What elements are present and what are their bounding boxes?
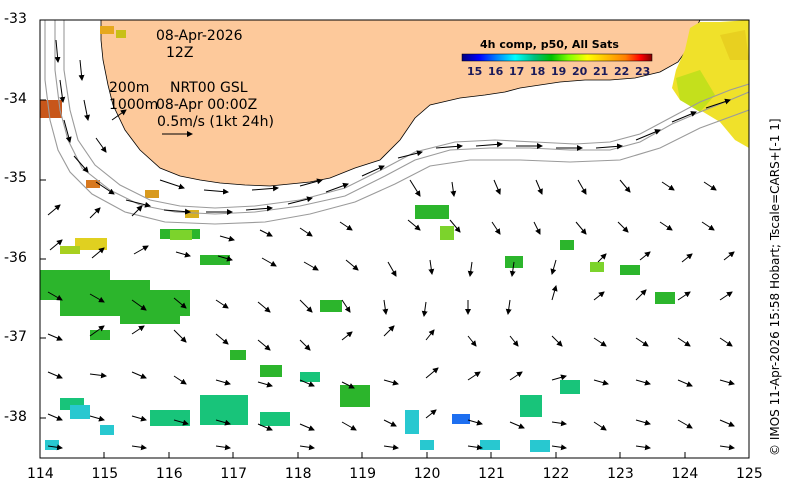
- colorbar-tick-label: 23: [635, 65, 651, 78]
- bathymetry-contours: [44, 20, 749, 225]
- colorbar-tick-label: 19: [551, 65, 567, 78]
- y-tick-label: -38: [4, 409, 27, 425]
- product-label: NRT00 GSL: [170, 80, 248, 96]
- x-tick-label: 118: [284, 466, 312, 482]
- x-tick-label: 124: [671, 466, 699, 482]
- depth-label-1000m: 1000m: [109, 97, 159, 113]
- colorbar-tick-label: 21: [593, 65, 609, 78]
- y-tick-label: -34: [4, 90, 27, 107]
- credit-text: © IMOS 11-Apr-2026 15:58 Hobart; Tscale=…: [768, 118, 782, 456]
- colorbar-tick-label: 17: [509, 65, 525, 78]
- velocity-scale-label: 0.5m/s (1kt 24h): [157, 114, 274, 130]
- colorbar-title: 4h comp, p50, All Sats: [480, 38, 619, 51]
- colorbar: [461, 53, 653, 62]
- colorbar-tick-label: 22: [614, 65, 630, 78]
- x-tick-label: 123: [607, 466, 634, 482]
- x-tick-label: 116: [155, 466, 183, 482]
- x-tick-label: 122: [542, 466, 570, 482]
- x-tick-label: 115: [91, 466, 119, 482]
- map-hour: 12Z: [166, 45, 194, 61]
- colorbar-tick-label: 15: [467, 65, 483, 78]
- x-tick-label: 117: [220, 466, 248, 482]
- y-tick-label: -33: [4, 11, 27, 27]
- x-tick-label: 121: [478, 466, 505, 482]
- y-tick-label: -37: [4, 329, 27, 346]
- x-tick-label: 120: [413, 466, 441, 482]
- depth-label-200m: 200m: [109, 80, 150, 96]
- colorbar-tick-label: 16: [488, 65, 504, 78]
- colorbar-tick-label: 20: [572, 65, 588, 78]
- x-tick-label: 125: [736, 466, 763, 482]
- map-date: 08-Apr-2026: [156, 28, 243, 44]
- land-mass: [100, 20, 701, 187]
- colorbar-tick-label: 18: [530, 65, 546, 78]
- x-tick-label: 114: [27, 466, 54, 482]
- x-tick-label: 119: [349, 466, 376, 482]
- current-vectors: [47, 39, 735, 451]
- product-time: 08-Apr 00:00Z: [156, 97, 258, 113]
- y-tick-label: -36: [4, 249, 27, 266]
- y-tick-label: -35: [4, 170, 27, 187]
